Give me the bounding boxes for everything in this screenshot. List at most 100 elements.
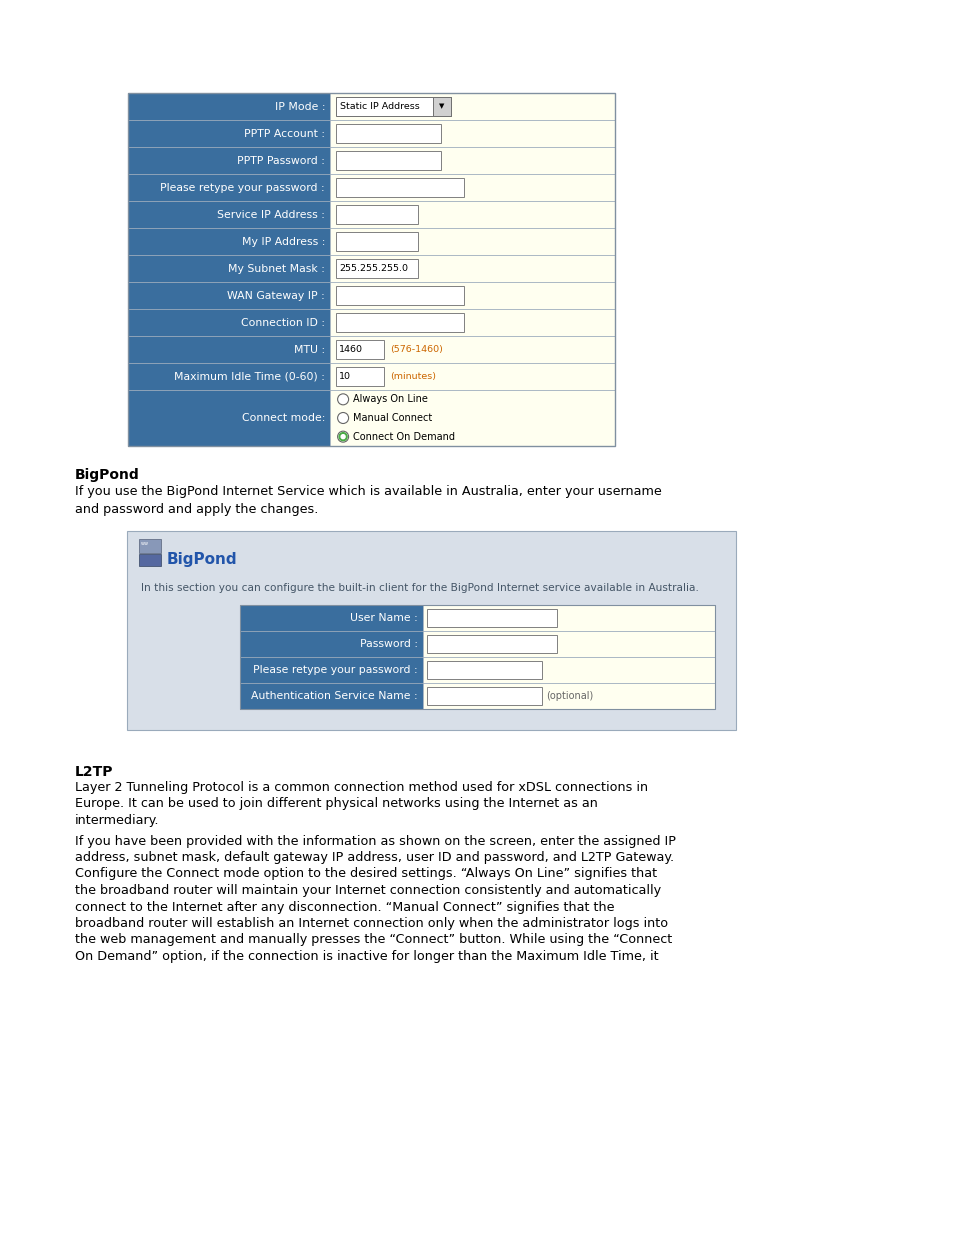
Circle shape bbox=[341, 435, 345, 438]
Circle shape bbox=[337, 412, 348, 424]
Text: address, subnet mask, default gateway IP address, user ID and password, and L2TP: address, subnet mask, default gateway IP… bbox=[75, 851, 674, 864]
Bar bbox=[128, 120, 330, 147]
Text: (optional): (optional) bbox=[546, 692, 593, 701]
Bar bbox=[335, 151, 440, 170]
Bar bbox=[239, 605, 422, 631]
Text: Authentication Service Name :: Authentication Service Name : bbox=[251, 692, 417, 701]
Bar bbox=[335, 367, 384, 387]
Text: Manual Connect: Manual Connect bbox=[353, 412, 432, 424]
Text: PPTP Account :: PPTP Account : bbox=[244, 128, 325, 138]
Text: My IP Address :: My IP Address : bbox=[241, 236, 325, 247]
Circle shape bbox=[338, 432, 347, 441]
Bar bbox=[426, 661, 541, 679]
Text: the web management and manually presses the “Connect” button. While using the “C: the web management and manually presses … bbox=[75, 934, 672, 946]
Bar bbox=[128, 336, 330, 363]
Text: Configure the Connect mode option to the desired settings. “Always On Line” sign: Configure the Connect mode option to the… bbox=[75, 867, 657, 881]
Bar bbox=[330, 228, 615, 254]
Text: and password and apply the changes.: and password and apply the changes. bbox=[75, 503, 318, 516]
Text: Maximum Idle Time (0-60) :: Maximum Idle Time (0-60) : bbox=[174, 372, 325, 382]
Bar bbox=[422, 631, 714, 657]
Text: Connect mode:: Connect mode: bbox=[241, 412, 325, 424]
Text: My Subnet Mask :: My Subnet Mask : bbox=[228, 263, 325, 273]
Bar bbox=[128, 309, 330, 336]
Text: WAN Gateway IP :: WAN Gateway IP : bbox=[227, 290, 325, 300]
Bar bbox=[128, 201, 330, 228]
Bar bbox=[239, 657, 422, 683]
Text: (576-1460): (576-1460) bbox=[390, 345, 442, 354]
Text: PPTP Password :: PPTP Password : bbox=[237, 156, 325, 165]
Bar bbox=[128, 147, 330, 174]
Bar bbox=[335, 340, 384, 359]
Bar bbox=[330, 147, 615, 174]
Text: ww: ww bbox=[141, 541, 149, 546]
Bar bbox=[139, 555, 161, 566]
Text: If you use the BigPond Internet Service which is available in Australia, enter y: If you use the BigPond Internet Service … bbox=[75, 485, 661, 498]
Bar bbox=[128, 174, 330, 201]
Text: In this section you can configure the built-in client for the BigPond Internet s: In this section you can configure the bu… bbox=[141, 583, 699, 593]
Bar bbox=[330, 282, 615, 309]
Bar bbox=[422, 605, 714, 631]
Text: Password :: Password : bbox=[359, 638, 417, 650]
Bar bbox=[239, 605, 714, 709]
Bar bbox=[426, 635, 556, 653]
Bar bbox=[128, 93, 330, 120]
Text: Static IP Address: Static IP Address bbox=[340, 103, 419, 111]
Text: If you have been provided with the information as shown on the screen, enter the: If you have been provided with the infor… bbox=[75, 835, 676, 847]
Bar bbox=[128, 282, 330, 309]
Bar bbox=[330, 309, 615, 336]
Circle shape bbox=[337, 431, 348, 442]
Bar bbox=[330, 174, 615, 201]
Text: Please retype your password :: Please retype your password : bbox=[160, 183, 325, 193]
Text: Layer 2 Tunneling Protocol is a common connection method used for xDSL connectio: Layer 2 Tunneling Protocol is a common c… bbox=[75, 781, 647, 794]
Text: Connection ID :: Connection ID : bbox=[241, 317, 325, 327]
Text: ▼: ▼ bbox=[439, 104, 444, 110]
Bar bbox=[335, 232, 417, 251]
Bar bbox=[335, 98, 451, 116]
Text: connect to the Internet after any disconnection. “Manual Connect” signifies that: connect to the Internet after any discon… bbox=[75, 900, 614, 914]
Bar bbox=[335, 287, 463, 305]
Bar bbox=[330, 336, 615, 363]
Text: MTU :: MTU : bbox=[294, 345, 325, 354]
Text: L2TP: L2TP bbox=[75, 764, 113, 779]
Bar bbox=[330, 120, 615, 147]
Text: Europe. It can be used to join different physical networks using the Internet as: Europe. It can be used to join different… bbox=[75, 798, 598, 810]
Bar bbox=[433, 98, 451, 116]
Text: 1460: 1460 bbox=[338, 345, 363, 354]
Bar bbox=[422, 657, 714, 683]
Bar bbox=[335, 205, 417, 224]
Text: BigPond: BigPond bbox=[75, 468, 139, 482]
Bar bbox=[426, 687, 541, 705]
Text: the broadband router will maintain your Internet connection consistently and aut: the broadband router will maintain your … bbox=[75, 884, 660, 897]
Text: On Demand” option, if the connection is inactive for longer than the Maximum Idl: On Demand” option, if the connection is … bbox=[75, 950, 658, 963]
Bar bbox=[422, 683, 714, 709]
Bar bbox=[239, 631, 422, 657]
Bar bbox=[335, 124, 440, 143]
Text: IP Mode :: IP Mode : bbox=[274, 101, 325, 111]
Bar bbox=[330, 390, 615, 446]
Bar bbox=[335, 178, 463, 198]
Bar bbox=[335, 259, 417, 278]
Text: Always On Line: Always On Line bbox=[353, 394, 428, 404]
Bar bbox=[239, 683, 422, 709]
Bar bbox=[330, 363, 615, 390]
Bar bbox=[128, 390, 330, 446]
Text: Connect On Demand: Connect On Demand bbox=[353, 432, 455, 442]
Text: (minutes): (minutes) bbox=[390, 372, 436, 382]
Text: intermediary.: intermediary. bbox=[75, 814, 159, 827]
Bar bbox=[128, 93, 615, 446]
Text: Please retype your password :: Please retype your password : bbox=[253, 664, 417, 676]
Text: broadband router will establish an Internet connection only when the administrat: broadband router will establish an Inter… bbox=[75, 918, 667, 930]
Text: 10: 10 bbox=[338, 372, 351, 382]
Bar bbox=[128, 228, 330, 254]
Bar bbox=[128, 254, 330, 282]
Bar bbox=[335, 312, 463, 332]
Text: BigPond: BigPond bbox=[167, 552, 237, 567]
Bar bbox=[330, 93, 615, 120]
Circle shape bbox=[337, 394, 348, 405]
Bar bbox=[127, 531, 735, 730]
Bar bbox=[128, 363, 330, 390]
Bar bbox=[330, 254, 615, 282]
Bar bbox=[426, 609, 556, 627]
Text: Service IP Address :: Service IP Address : bbox=[217, 210, 325, 220]
Text: 255.255.255.0: 255.255.255.0 bbox=[338, 264, 408, 273]
